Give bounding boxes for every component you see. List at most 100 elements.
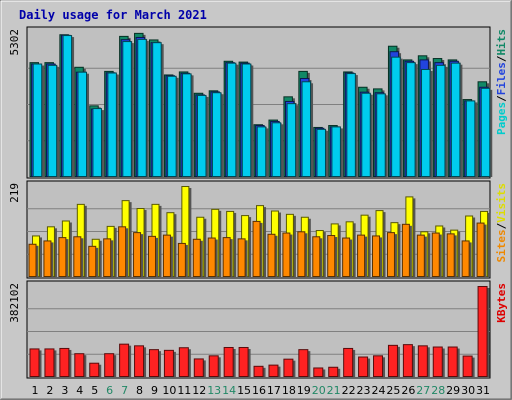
pages-bar-18	[286, 103, 297, 177]
day-label-2: 2	[46, 384, 53, 397]
kbytes-bar-18	[283, 358, 294, 377]
day-label-8: 8	[136, 384, 143, 397]
kbytes-bar-19	[298, 349, 309, 377]
pages-bar-20	[316, 128, 326, 177]
day-label-31: 31	[476, 384, 490, 397]
pages-bar-5	[92, 108, 102, 177]
kbytes-bar-10	[163, 349, 174, 378]
day-label-5: 5	[91, 384, 98, 397]
day-label-3: 3	[61, 384, 68, 397]
legend-item-hits-files-pages-0: Pages	[495, 102, 508, 135]
legend-item-kbytes-0: KBytes	[495, 283, 508, 323]
sites-bar-29	[446, 233, 455, 277]
kbytes-bar-14	[223, 346, 234, 378]
sites-bar-27	[416, 234, 425, 277]
panel-visits-sites: 219 Sites/Visits	[8, 180, 508, 279]
pages-bar-28	[435, 64, 446, 177]
day-label-24: 24	[371, 384, 385, 397]
day-label-13: 13	[207, 384, 221, 397]
pages-bar-12	[196, 94, 207, 177]
day-label-15: 15	[237, 384, 251, 397]
pages-bar-13	[211, 92, 222, 177]
sites-bar-12	[192, 238, 201, 277]
legend-item-hits-files-pages-4: Hits	[495, 29, 508, 56]
pages-bar-17	[271, 122, 282, 177]
day-label-27: 27	[416, 384, 430, 397]
sites-bar-6	[103, 238, 112, 278]
kbytes-bar-28	[432, 346, 443, 377]
legend-hits-files-pages: Pages/Files/Hits	[495, 29, 508, 135]
pages-bar-29	[450, 62, 461, 177]
sites-bar-3	[58, 237, 67, 277]
kbytes-bar-13	[208, 355, 219, 378]
day-label-4: 4	[76, 384, 83, 397]
sites-bar-11	[177, 242, 186, 277]
sites-bar-8	[133, 232, 142, 278]
kbytes-bar-27	[417, 345, 428, 378]
sites-bar-4	[73, 236, 82, 277]
pages-bar-21	[331, 126, 341, 177]
day-label-29: 29	[446, 384, 460, 397]
sites-bar-24	[372, 235, 381, 278]
chart-title: Daily usage for March 2021	[19, 8, 207, 22]
day-label-12: 12	[192, 384, 206, 397]
day-label-6: 6	[106, 384, 113, 397]
day-label-26: 26	[401, 384, 415, 397]
sites-bar-1	[28, 243, 37, 278]
kbytes-bar-29	[447, 346, 458, 377]
kbytes-bar-30	[462, 355, 473, 377]
sites-bar-25	[386, 232, 395, 278]
pages-bar-26	[406, 62, 416, 177]
pages-bar-3	[62, 35, 73, 178]
sites-bar-16	[252, 220, 261, 278]
pages-bar-31	[480, 87, 491, 177]
kbytes-bar-2	[44, 348, 55, 377]
day-label-25: 25	[386, 384, 400, 397]
kbytes-bar-16	[253, 365, 264, 377]
sites-bar-15	[237, 238, 246, 278]
legend-kbytes: KBytes	[495, 283, 508, 323]
kbytes-bar-15	[238, 346, 249, 378]
pages-bar-7	[122, 41, 132, 178]
legend-item-hits-files-pages-2: Files	[495, 62, 508, 95]
pages-bar-14	[226, 62, 237, 177]
pages-bar-10	[167, 75, 177, 177]
kbytes-bar-24	[373, 355, 384, 378]
day-label-17: 17	[267, 384, 281, 397]
sites-bar-30	[461, 240, 470, 278]
kbytes-bar-25	[387, 344, 398, 378]
pages-bar-30	[465, 100, 476, 177]
kbytes-bar-23	[358, 356, 369, 377]
legend-item-visits-sites-2: Visits	[495, 183, 508, 223]
kbytes-bar-6	[104, 353, 115, 377]
axis-max-label-visits-sites: 219	[8, 183, 21, 203]
sites-bar-2	[43, 240, 52, 278]
pages-bar-2	[47, 64, 58, 177]
kbytes-bar-26	[402, 344, 413, 377]
day-label-19: 19	[297, 384, 311, 397]
day-labels: 1 2 3 4 5 6 7 8 9 10 11 12 13 14 15 16 17 18 19 20 21 22 23 24 2…	[31, 384, 490, 397]
pages-bar-8	[137, 38, 147, 177]
pages-bar-4	[77, 71, 88, 177]
kbytes-bar-17	[268, 364, 279, 378]
day-label-7: 7	[121, 384, 128, 397]
pages-bar-9	[152, 42, 162, 177]
sites-bar-26	[401, 223, 410, 278]
pages-bar-23	[361, 92, 371, 177]
sites-bar-21	[327, 235, 336, 278]
pages-bar-11	[182, 73, 192, 177]
pages-bar-22	[346, 73, 356, 177]
sites-bar-10	[162, 234, 171, 277]
pages-bar-25	[391, 56, 401, 177]
pages-bar-15	[241, 63, 252, 177]
sites-bar-17	[267, 233, 276, 277]
day-label-16: 16	[252, 384, 266, 397]
pages-bar-19	[301, 81, 312, 177]
axis-max-label-kbytes: 382102	[8, 283, 21, 323]
sites-bar-20	[312, 236, 321, 277]
kbytes-bar-8	[134, 345, 145, 378]
day-label-9: 9	[151, 384, 158, 397]
